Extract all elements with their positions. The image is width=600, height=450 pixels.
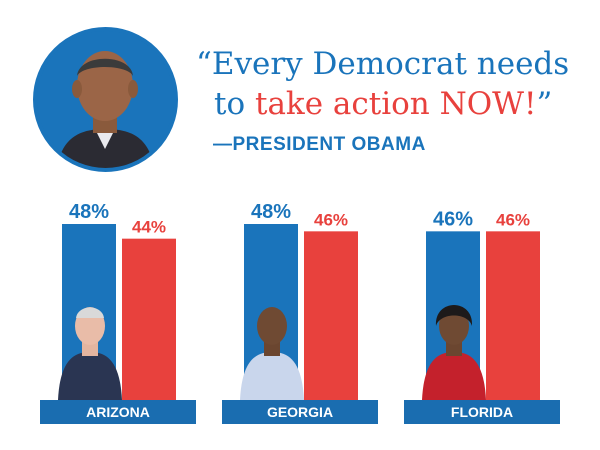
close-quote-mark: ” <box>536 86 553 122</box>
state-label-florida: FLORIDA <box>451 404 513 420</box>
state-label-georgia: GEORGIA <box>267 404 333 420</box>
quote-line-1-text: Every Democrat needs <box>211 46 570 82</box>
bar-georgia-red <box>304 231 358 402</box>
state-label-arizona: ARIZONA <box>86 404 150 420</box>
data-label-florida-blue: 46% <box>433 208 473 230</box>
state-label-band-arizona <box>40 400 196 424</box>
bar-arizona-red <box>122 238 176 402</box>
state-label-band-florida <box>404 400 560 424</box>
data-label-arizona-blue: 48% <box>69 201 109 223</box>
quote-text: “Every Democrat needs to take action NOW… <box>196 44 596 124</box>
data-label-florida-red: 46% <box>496 210 530 229</box>
bar-florida-red <box>486 231 540 402</box>
open-quote-mark: “ <box>196 46 212 82</box>
data-label-georgia-blue: 48% <box>251 201 291 223</box>
quote-attribution: —PRESIDENT OBAMA <box>213 134 426 155</box>
candidate-photo-florida <box>422 305 486 400</box>
obama-portrait <box>33 27 178 172</box>
data-label-arizona-red: 44% <box>132 218 166 237</box>
candidate-photo-georgia <box>240 307 304 400</box>
quote-line-2-pre: to <box>214 86 255 122</box>
quote-line-1: “Every Democrat needs <box>196 44 596 84</box>
candidate-photo-arizona <box>58 307 122 400</box>
quote-line-2: to take action NOW!” <box>196 84 596 124</box>
quote-highlight: take action NOW! <box>254 86 537 122</box>
data-label-georgia-red: 46% <box>314 210 348 229</box>
state-label-band-georgia <box>222 400 378 424</box>
